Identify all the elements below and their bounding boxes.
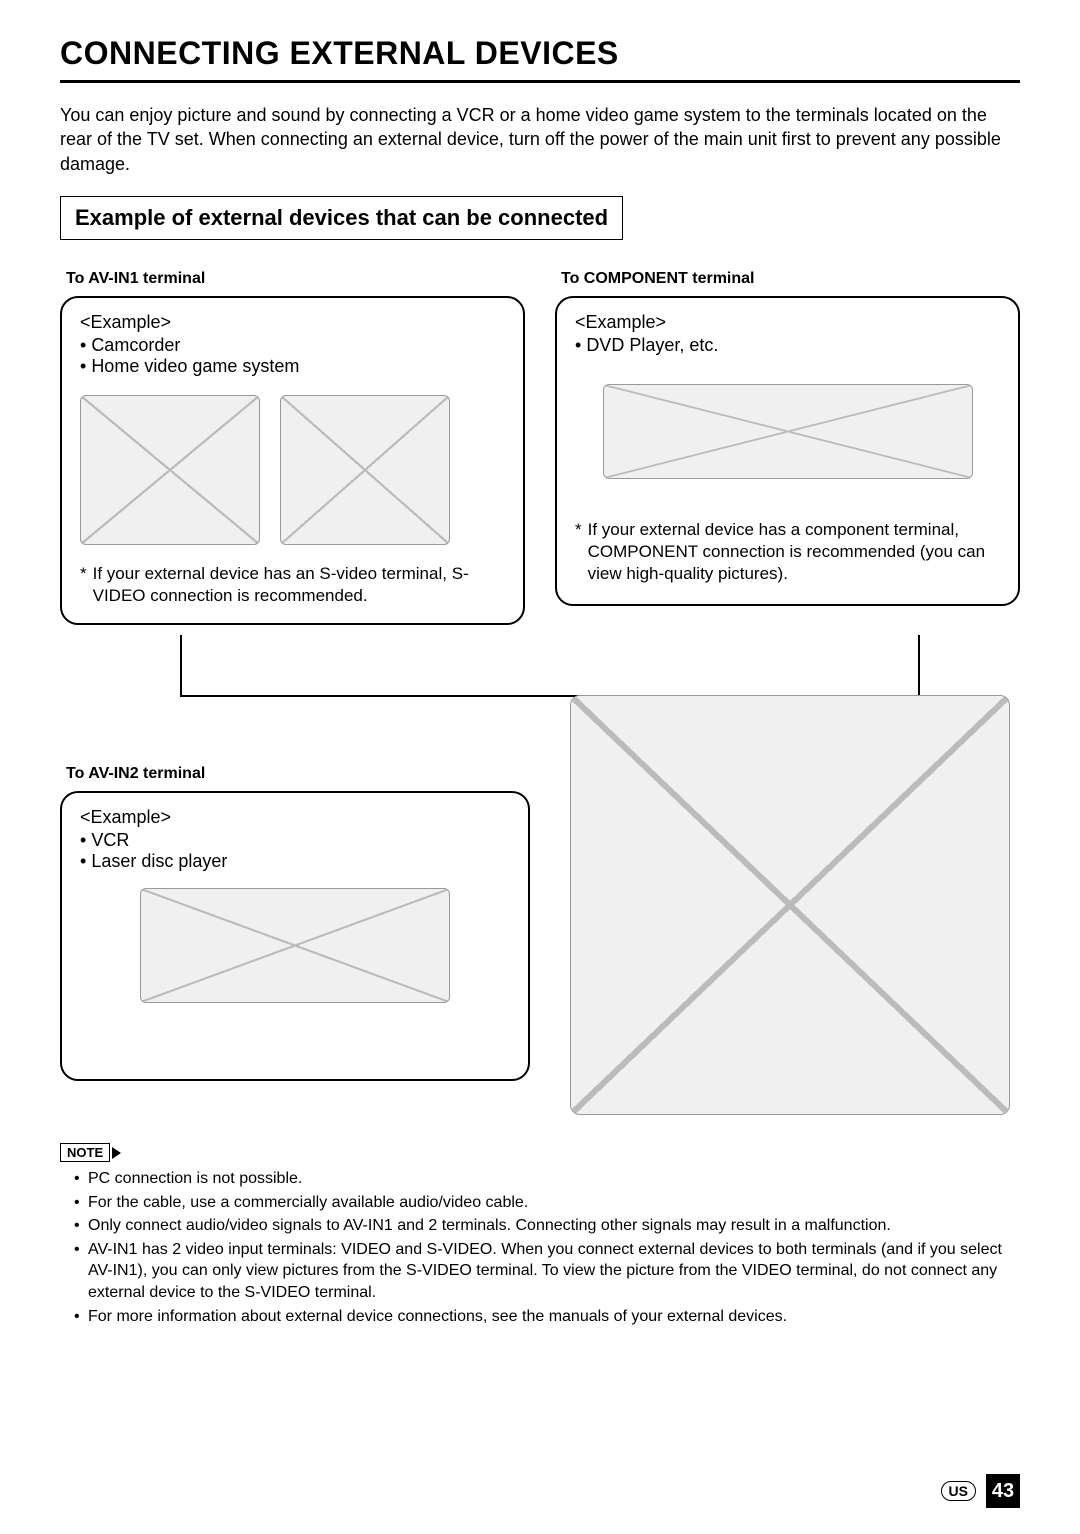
intro-paragraph: You can enjoy picture and sound by conne… [60, 103, 1020, 176]
avin2-items: VCR Laser disc player [80, 830, 510, 872]
section-heading: Example of external devices that can be … [60, 196, 623, 240]
component-footnote: * If your external device has a componen… [575, 519, 1000, 585]
dvd-player-illustration [603, 384, 973, 479]
component-items: DVD Player, etc. [575, 335, 1000, 356]
avin1-box: <Example> Camcorder Home video game syst… [60, 296, 525, 625]
page-title: CONNECTING EXTERNAL DEVICES [60, 35, 1020, 83]
game-console-illustration [280, 395, 450, 545]
list-item: Home video game system [80, 356, 505, 377]
vcr-illustration [140, 888, 450, 1003]
terminals-row-bottom: To AV-IN2 terminal <Example> VCR Laser d… [60, 765, 1020, 1115]
note-list: PC connection is not possible. For the c… [60, 1168, 1020, 1327]
camcorder-illustration [80, 395, 260, 545]
component-box: <Example> DVD Player, etc. * If your ext… [555, 296, 1020, 606]
list-item: PC connection is not possible. [74, 1168, 1020, 1190]
avin1-column: To AV-IN1 terminal <Example> Camcorder H… [60, 270, 525, 625]
component-heading: To COMPONENT terminal [555, 270, 1020, 288]
avin2-box: <Example> VCR Laser disc player [60, 791, 530, 1081]
avin1-heading: To AV-IN1 terminal [60, 270, 525, 288]
avin2-column: To AV-IN2 terminal <Example> VCR Laser d… [60, 765, 530, 1081]
region-badge: US [941, 1481, 976, 1501]
component-column: To COMPONENT terminal <Example> DVD Play… [555, 270, 1020, 625]
page-number: 43 [986, 1474, 1020, 1508]
list-item: VCR [80, 830, 510, 851]
avin2-heading: To AV-IN2 terminal [60, 765, 530, 783]
list-item: Only connect audio/video signals to AV-I… [74, 1215, 1020, 1237]
list-item: AV-IN1 has 2 video input terminals: VIDE… [74, 1239, 1020, 1304]
avin1-example-label: <Example> [80, 312, 505, 333]
list-item: For the cable, use a commercially availa… [74, 1192, 1020, 1214]
list-item: DVD Player, etc. [575, 335, 1000, 356]
note-section: NOTE PC connection is not possible. For … [60, 1143, 1020, 1327]
avin1-footnote: * If your external device has an S-video… [80, 563, 505, 607]
note-badge: NOTE [60, 1143, 110, 1162]
avin2-example-label: <Example> [80, 807, 510, 828]
component-example-label: <Example> [575, 312, 1000, 333]
list-item: Camcorder [80, 335, 505, 356]
avin1-items: Camcorder Home video game system [80, 335, 505, 377]
list-item: Laser disc player [80, 851, 510, 872]
list-item: For more information about external devi… [74, 1306, 1020, 1328]
page-footer: US 43 [941, 1474, 1020, 1508]
terminals-row-top: To AV-IN1 terminal <Example> Camcorder H… [60, 270, 1020, 625]
tv-rear-illustration [570, 695, 1010, 1115]
